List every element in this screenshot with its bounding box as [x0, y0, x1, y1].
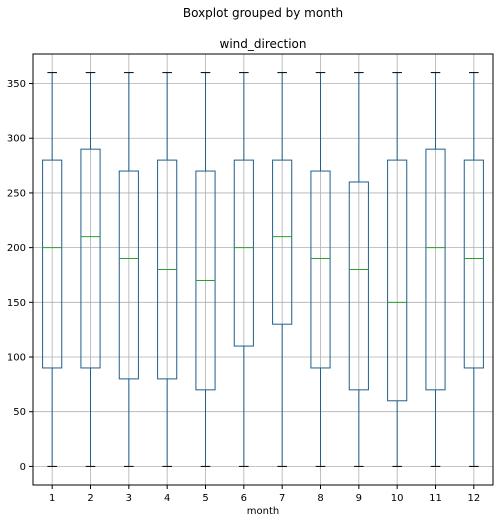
- y-tick-label: 100: [7, 353, 26, 364]
- y-tick-label: 150: [7, 298, 26, 309]
- y-tick-label: 300: [7, 134, 26, 145]
- y-tick-label: 350: [7, 79, 26, 90]
- box-layer: [42, 72, 484, 467]
- box-iqr: [272, 159, 293, 325]
- x-tick-label: 6: [241, 493, 247, 504]
- x-tick-label: 8: [317, 493, 323, 504]
- box-iqr: [118, 170, 139, 380]
- x-tick-label: 11: [429, 493, 442, 504]
- box-iqr: [348, 181, 369, 391]
- x-tick-label: 5: [202, 493, 208, 504]
- x-tick-label: 1: [49, 493, 55, 504]
- x-tick-label: 7: [279, 493, 285, 504]
- plot-frame: [32, 53, 494, 486]
- x-tick-label: 4: [164, 493, 170, 504]
- chart-title: wind_direction: [220, 37, 307, 51]
- box-iqr: [310, 170, 331, 369]
- chart-suptitle: Boxplot grouped by month: [183, 6, 343, 20]
- box-iqr: [387, 159, 408, 402]
- box-iqr: [463, 159, 484, 369]
- y-tick-label: 0: [20, 462, 26, 473]
- x-tick-label: 12: [467, 493, 480, 504]
- x-tick-label: 9: [356, 493, 362, 504]
- box-iqr: [42, 159, 63, 369]
- box-iqr: [233, 159, 254, 347]
- box-iqr: [80, 148, 101, 369]
- x-axis-label: month: [247, 506, 279, 517]
- y-tick-label: 50: [13, 407, 26, 418]
- y-tick-label: 250: [7, 188, 26, 199]
- x-tick-label: 2: [87, 493, 93, 504]
- y-tick-label: 200: [7, 243, 26, 254]
- x-tick-label: 10: [391, 493, 404, 504]
- box-iqr: [425, 148, 446, 391]
- x-tick-label: 3: [126, 493, 132, 504]
